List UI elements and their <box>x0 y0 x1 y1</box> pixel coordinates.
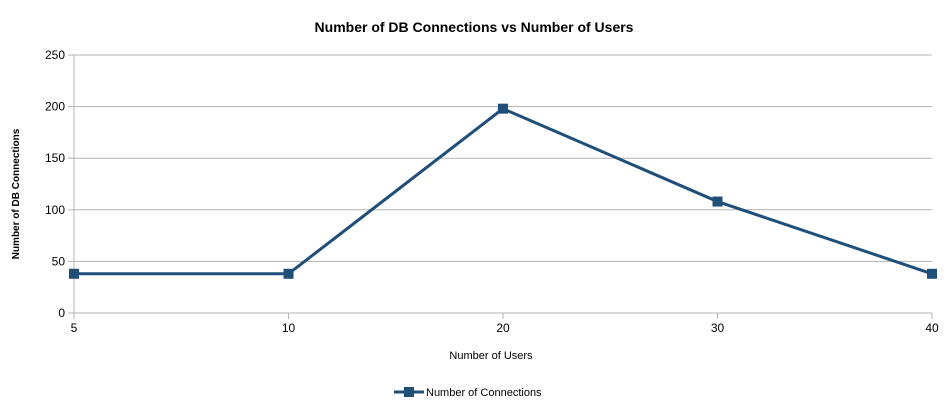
series-line <box>74 106 933 276</box>
chart-title: Number of DB Connections vs Number of Us… <box>315 19 634 35</box>
legend-series-label: Number of Connections <box>426 387 542 399</box>
y-tick-label: 0 <box>58 306 65 320</box>
data-point-marker <box>927 268 937 279</box>
x-tick-labels: 5 10 20 30 40 <box>71 321 939 335</box>
series-layer <box>69 103 937 279</box>
legend-marker-swatch <box>404 387 414 397</box>
x-tick-label: 10 <box>282 321 296 335</box>
y-axis-label: Number of DB Connections <box>11 128 22 259</box>
x-tick-label: 20 <box>496 321 510 335</box>
data-point-marker <box>283 268 294 279</box>
y-tick-labels: 0 50 100 150 200 250 <box>45 48 65 320</box>
data-point-marker <box>498 103 508 114</box>
x-tick-label: 40 <box>925 321 939 335</box>
y-tick-label: 100 <box>45 203 65 217</box>
y-tick-label: 50 <box>52 254 66 268</box>
y-tick-label: 250 <box>45 48 65 62</box>
y-tick-label: 150 <box>45 151 65 165</box>
axes <box>68 54 933 319</box>
data-point-marker <box>69 268 79 279</box>
data-point-marker <box>712 196 723 207</box>
x-axis-label: Number of Users <box>449 350 533 362</box>
y-tick-label: 200 <box>45 100 65 114</box>
x-tick-label: 30 <box>711 321 725 335</box>
legend: Number of Connections <box>394 387 542 399</box>
x-tick-label: 5 <box>71 321 78 335</box>
